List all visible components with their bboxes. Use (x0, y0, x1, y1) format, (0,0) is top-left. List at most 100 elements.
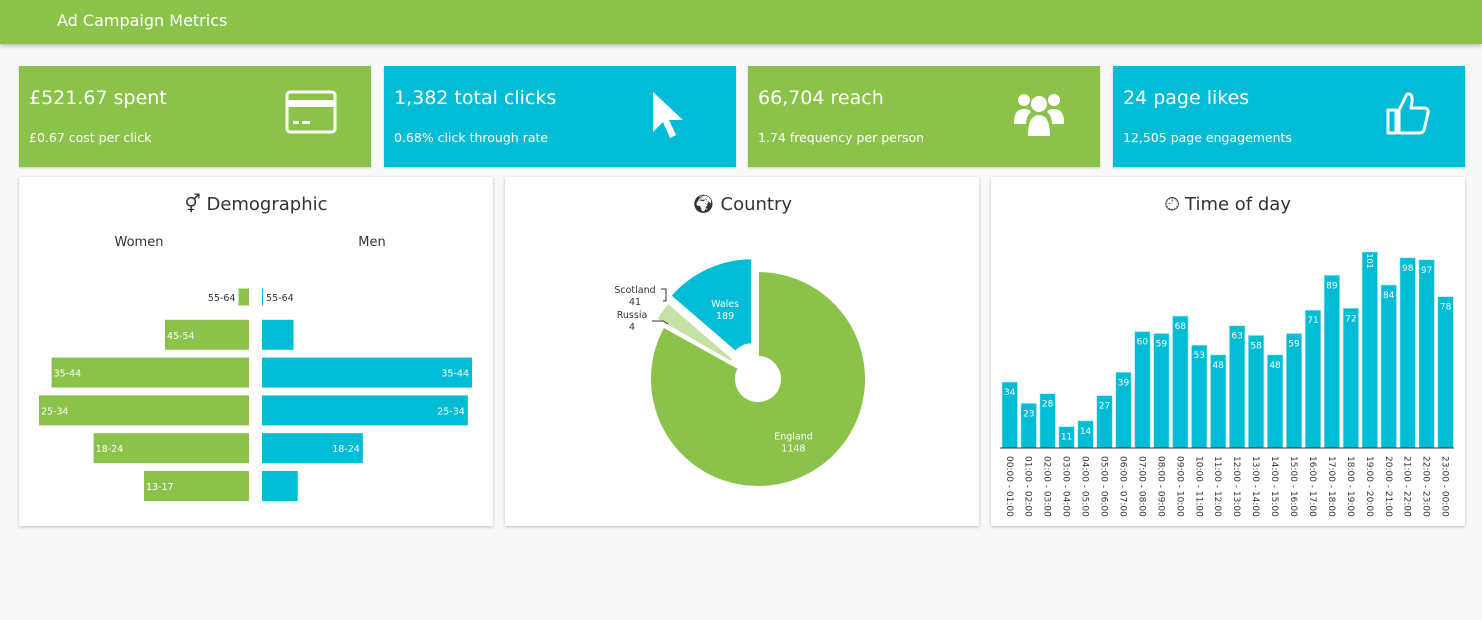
spend-value: £521.67 spent (29, 87, 167, 109)
time-bar[interactable] (1134, 331, 1151, 449)
time-bar-value: 78 (1440, 303, 1452, 313)
women-bar-label: 55-64 (208, 293, 236, 304)
time-axis-label: 14:00 - 15:00 (1269, 456, 1279, 517)
men-bar-label: 45-54 (297, 331, 325, 342)
pie-slice-russia[interactable] (657, 320, 736, 367)
time-bar-value: 23 (1023, 409, 1034, 419)
users-icon (1014, 94, 1064, 136)
clicks-card: 1,382 total clicks 0.68% click through r… (384, 66, 736, 167)
time-axis-label: 10:00 - 11:00 (1193, 456, 1203, 517)
men-bar-label: 18-24 (332, 444, 360, 455)
time-bar-value: 14 (1080, 427, 1092, 437)
time-bar-value: 63 (1231, 332, 1242, 342)
time-bar-value: 27 (1099, 402, 1110, 412)
time-bar-value: 89 (1326, 281, 1338, 291)
time-axis-label: 12:00 - 13:00 (1231, 456, 1241, 517)
time-bar[interactable] (1304, 309, 1322, 449)
women-bar-label: 45-54 (167, 331, 195, 342)
time-bar-value: 60 (1137, 338, 1149, 348)
pie-label: England (774, 431, 813, 442)
time-bar-value: 68 (1175, 322, 1187, 332)
time-axis-label: 03:00 - 04:00 (1061, 456, 1071, 517)
demographic-chart: Women Men 55-64 55-64 45-54 45-54 35-44 35-44… (39, 235, 472, 501)
men-bar[interactable] (262, 433, 363, 464)
time-bar[interactable] (1342, 307, 1359, 449)
time-bar-value: 72 (1345, 314, 1356, 324)
time-bar[interactable] (1437, 296, 1454, 449)
time-axis-label: 16:00 - 17:00 (1307, 456, 1317, 517)
men-bar[interactable] (262, 288, 264, 306)
men-bar-label: 25-34 (437, 406, 465, 417)
mouse-pointer-icon (653, 92, 683, 138)
time-bar-value: 34 (1004, 388, 1016, 398)
cost-per-click: £0.67 cost per click (29, 130, 152, 145)
time-axis-label: 21:00 - 22:00 (1402, 456, 1412, 517)
women-bar-label: 18-24 (96, 444, 124, 455)
time-axis-label: 07:00 - 08:00 (1136, 456, 1146, 517)
time-bar-value: 98 (1402, 264, 1414, 274)
time-axis-label: 20:00 - 21:00 (1383, 456, 1393, 517)
time-bar[interactable] (1418, 259, 1435, 449)
time-bar[interactable] (1380, 284, 1397, 449)
scotland-connector (661, 288, 667, 302)
russia-connector (652, 320, 669, 325)
time-axis-label: 18:00 - 19:00 (1345, 456, 1355, 517)
time-bar-value: 48 (1212, 361, 1224, 371)
women-bar-label: 35-44 (54, 369, 82, 380)
time-bar[interactable] (1323, 274, 1340, 449)
country-title: 🌍︎ Country (691, 194, 793, 215)
pie-slice-scotland[interactable] (655, 301, 735, 364)
women-bar-label: 13-17 (146, 482, 174, 493)
time-bar[interactable] (1399, 257, 1416, 449)
time-bar[interactable] (1248, 335, 1265, 449)
pie-label: Scotland (614, 285, 655, 296)
demographic-panel: ⚥ Demographic Women Men 55-64 55-64 45-54 4… (19, 177, 493, 526)
time-bar-value: 11 (1061, 433, 1072, 443)
women-bar-label: 25-34 (41, 406, 69, 417)
globe-icon: 🌍︎ (691, 194, 715, 215)
credit-card-icon (285, 90, 337, 134)
time-axis-label: 11:00 - 12:00 (1212, 456, 1222, 517)
men-bar[interactable] (262, 357, 472, 388)
spend-card: £521.67 spent £0.67 cost per click (19, 66, 371, 167)
gender-icon: ⚥ (184, 194, 201, 215)
time-bar-value: 53 (1194, 351, 1205, 361)
men-bar[interactable] (262, 319, 294, 350)
women-bar[interactable] (144, 471, 249, 501)
time-axis-label: 05:00 - 06:00 (1099, 456, 1109, 517)
time-bar[interactable] (1361, 251, 1378, 449)
time-bar-value: 59 (1288, 340, 1300, 350)
likes-card: 24 page likes 12,505 page engagements (1113, 66, 1465, 167)
time-bar[interactable] (1285, 333, 1303, 449)
time-axis-label: 00:00 - 01:00 (1004, 456, 1014, 517)
women-bar[interactable] (39, 395, 249, 426)
men-bar[interactable] (262, 395, 468, 426)
pie-value: 4 (629, 322, 635, 333)
women-bar[interactable] (93, 433, 249, 464)
women-bar[interactable] (51, 357, 249, 388)
women-bar[interactable] (165, 319, 249, 350)
women-bar[interactable] (238, 288, 250, 306)
pie-value: 189 (716, 311, 734, 322)
women-legend: Women (115, 235, 164, 250)
reach-value: 66,704 reach (758, 87, 884, 109)
pie-slice-wales[interactable] (668, 257, 754, 354)
time-bar[interactable] (1229, 325, 1246, 449)
time-of-day-title: 🕘︎ Time of day (1165, 194, 1291, 215)
time-axis-label: 04:00 - 05:00 (1080, 456, 1090, 517)
time-axis-label: 09:00 - 10:00 (1174, 456, 1184, 517)
time-bar-value: 48 (1269, 361, 1281, 371)
time-axis-label: 22:00 - 23:00 (1421, 456, 1431, 517)
men-bar-label: 35-44 (441, 369, 469, 380)
time-axis-label: 15:00 - 16:00 (1288, 456, 1298, 517)
time-bar[interactable] (1153, 333, 1170, 449)
time-bar[interactable] (1172, 315, 1189, 449)
pie-slice-england[interactable] (649, 269, 867, 488)
men-bar[interactable] (262, 471, 298, 501)
men-bar-label: 13-17 (301, 482, 329, 493)
time-bar-value: 59 (1156, 340, 1168, 350)
time-axis-label: 23:00 - 00:00 (1440, 456, 1450, 517)
pie-value: 41 (629, 297, 641, 308)
pie-value: 1148 (781, 443, 805, 454)
